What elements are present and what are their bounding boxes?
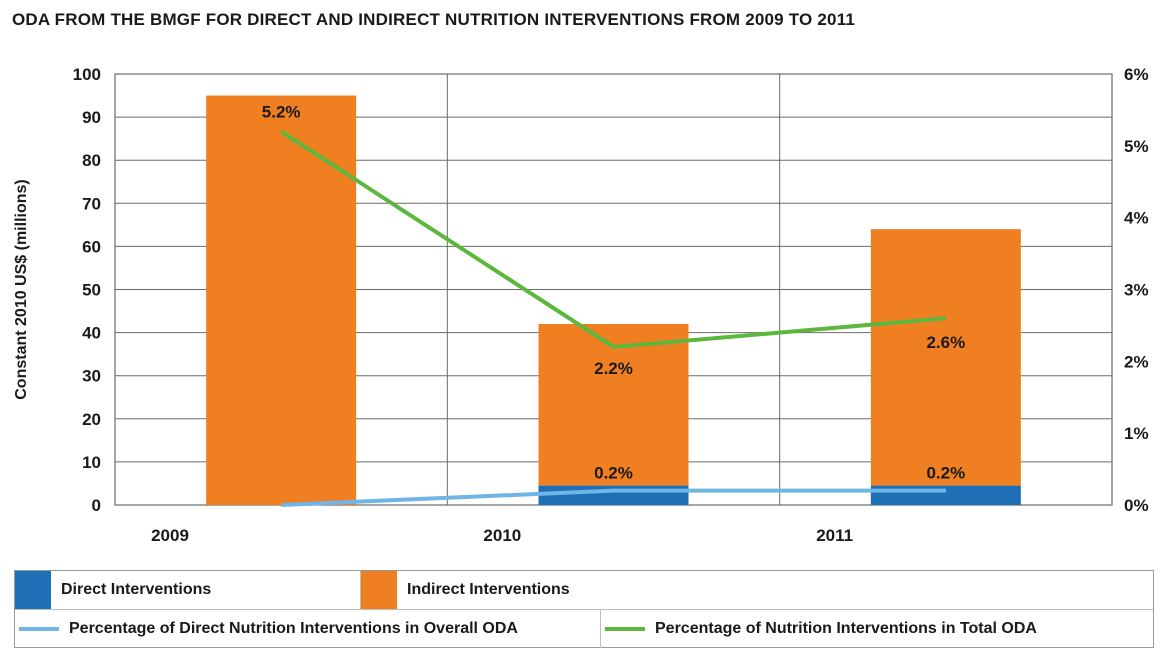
y-tick-label: 40	[82, 324, 101, 343]
y-tick-label: 50	[82, 281, 101, 300]
bar-direct	[538, 485, 689, 505]
legend-label-pct-total: Percentage of Nutrition Interventions in…	[655, 620, 1037, 637]
legend-row-lines: Percentage of Direct Nutrition Intervent…	[15, 610, 1153, 648]
legend-item-direct: Direct Interventions	[15, 571, 211, 609]
legend-label-direct: Direct Interventions	[61, 581, 212, 598]
x-tick-label: 2011	[816, 526, 853, 545]
y-tick-label: 10	[82, 453, 101, 472]
legend-swatch-direct	[15, 571, 51, 609]
y2-tick-label: 4%	[1124, 209, 1149, 228]
y2-tick-label: 2%	[1124, 352, 1149, 371]
legend: Direct Interventions Indirect Interventi…	[14, 570, 1154, 648]
legend-row-bars: Direct Interventions Indirect Interventi…	[15, 571, 1153, 610]
data-label-pct-direct: 0.2%	[594, 464, 633, 483]
legend-divider	[360, 571, 361, 609]
data-label-pct-direct: 0.2%	[926, 464, 965, 483]
y2-tick-label: 3%	[1124, 281, 1149, 300]
x-tick-label: 2009	[151, 526, 189, 545]
y2-tick-label: 0%	[1124, 496, 1149, 515]
y-tick-label: 0	[92, 496, 101, 515]
y-tick-label: 60	[82, 237, 101, 256]
legend-label-indirect: Indirect Interventions	[407, 581, 570, 598]
bar-indirect	[206, 95, 357, 506]
x-tick-label: 2010	[483, 526, 521, 545]
legend-item-pct-total: Percentage of Nutrition Interventions in…	[601, 610, 1037, 648]
y2-tick-label: 5%	[1124, 137, 1149, 156]
y-tick-label: 20	[82, 410, 101, 429]
line-pct-total	[280, 129, 947, 349]
y-tick-label: 100	[73, 65, 101, 84]
legend-line-pct-total	[605, 627, 645, 631]
legend-line-pct-direct	[19, 627, 59, 631]
bar-indirect	[538, 323, 689, 486]
legend-divider	[600, 610, 601, 648]
data-label-pct-total: 5.2%	[262, 102, 301, 121]
y2-tick-label: 6%	[1124, 65, 1149, 84]
y2-tick-label: 1%	[1124, 424, 1149, 443]
legend-item-pct-direct: Percentage of Direct Nutrition Intervent…	[15, 610, 518, 648]
y-tick-label: 80	[82, 151, 101, 170]
bar-indirect	[870, 229, 1021, 486]
legend-item-indirect: Indirect Interventions	[361, 571, 570, 609]
y-tick-label: 90	[82, 108, 101, 127]
legend-label-pct-direct: Percentage of Direct Nutrition Intervent…	[69, 620, 518, 637]
line-pct-direct	[281, 488, 946, 507]
y-tick-label: 30	[82, 367, 101, 386]
legend-swatch-indirect	[361, 571, 397, 609]
chart-plot: 0 10 20 30 40 50 60 70 80 90 100 0% 1% 2% 3% 4% 5% 6% 2009…	[13, 65, 1149, 545]
y-tick-label: 70	[82, 194, 101, 213]
y-axis-title: Constant 2010 US$ (millions)	[13, 179, 30, 400]
data-label-pct-total: 2.6%	[926, 333, 965, 352]
data-label-pct-total: 2.2%	[594, 359, 633, 378]
chart-title: ODA FROM THE BMGF FOR DIRECT AND INDIREC…	[12, 10, 856, 29]
bar-direct	[870, 485, 1021, 505]
